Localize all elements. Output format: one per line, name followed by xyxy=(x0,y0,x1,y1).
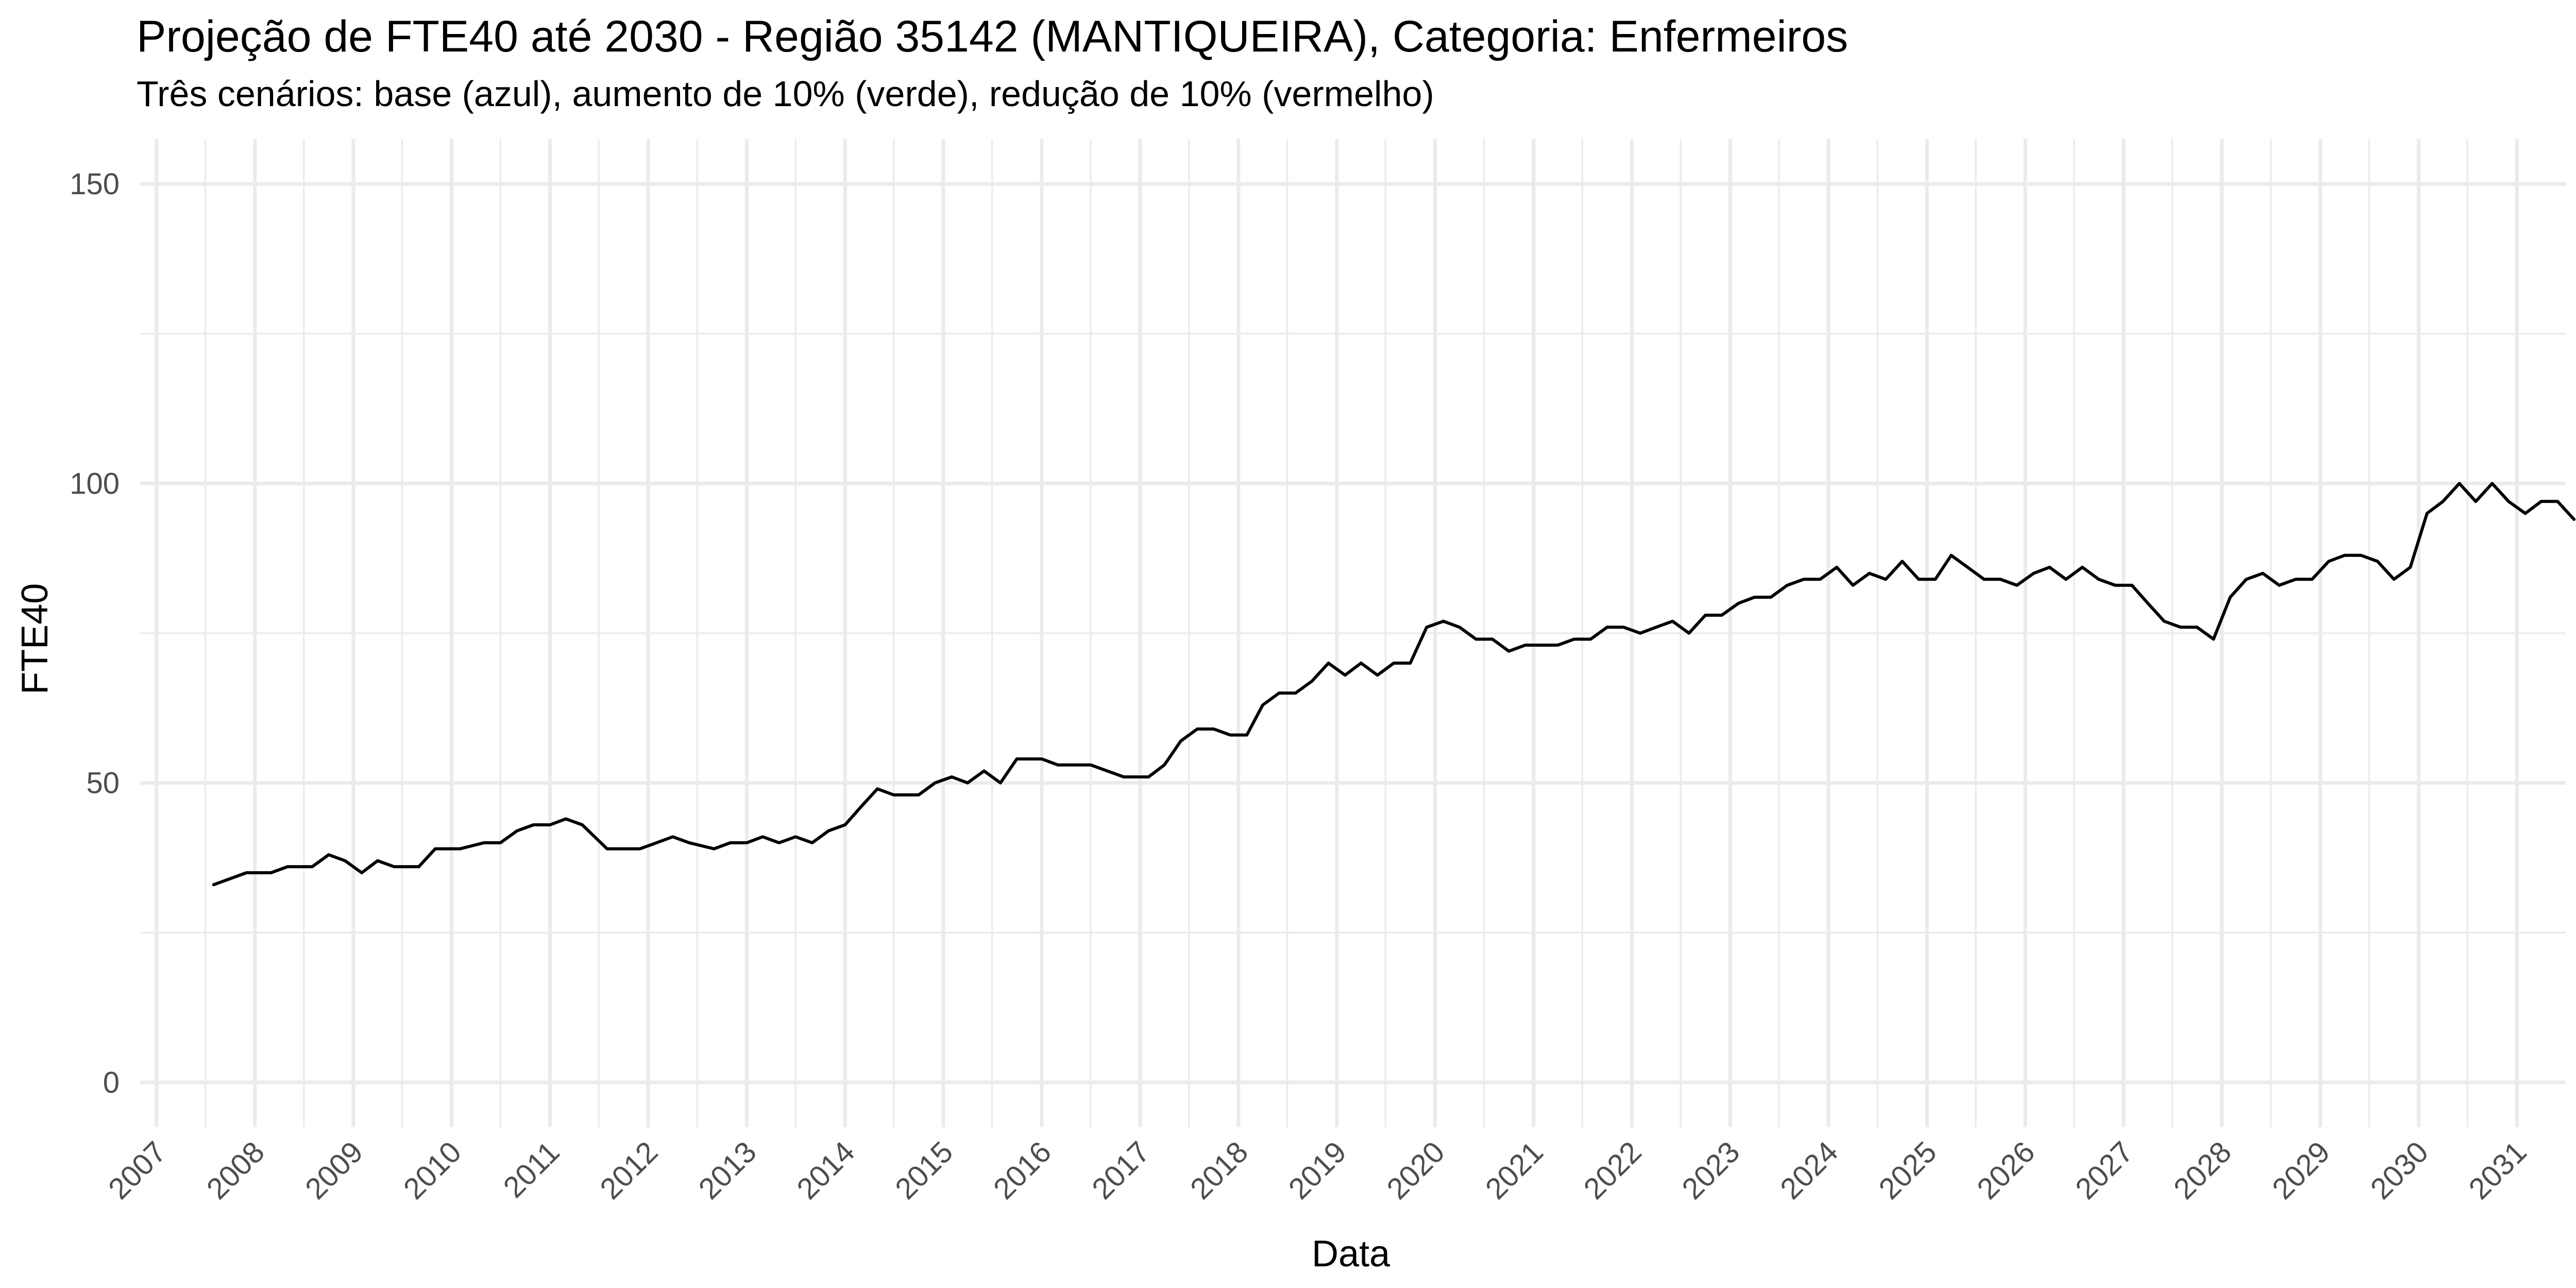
series-line xyxy=(212,482,2576,887)
labels-layer: 2007 2008 2009 2010 2011 2012 2013 2014 2015 2016… xyxy=(70,167,2533,1206)
x-tick-label: 2019 xyxy=(1282,1135,1353,1206)
x-tick-label: 2024 xyxy=(1774,1135,1844,1206)
y-tick-label: 50 xyxy=(86,767,120,800)
x-tick-label: 2028 xyxy=(2167,1135,2238,1206)
chart-subtitle: Três cenários: base (azul), aumento de 1… xyxy=(137,74,1434,114)
x-tick-label: 2027 xyxy=(2069,1135,2140,1206)
y-axis-title: FTE40 xyxy=(14,583,56,694)
x-tick-label: 2017 xyxy=(1086,1135,1156,1206)
x-tick-label: 2031 xyxy=(2462,1135,2533,1206)
x-tick-label: 2021 xyxy=(1479,1135,1550,1206)
x-tick-label: 2011 xyxy=(497,1135,566,1204)
x-tick-label: 2018 xyxy=(1184,1135,1255,1206)
x-tick-label: 2022 xyxy=(1577,1135,1648,1206)
x-tick-label: 2025 xyxy=(1872,1135,1943,1206)
grid-layer xyxy=(140,139,2566,1127)
x-tick-label: 2023 xyxy=(1675,1135,1746,1206)
x-tick-label: 2012 xyxy=(594,1135,664,1206)
y-tick-label: 0 xyxy=(103,1066,120,1099)
x-tick-label: 2015 xyxy=(889,1135,959,1206)
x-tick-label: 2016 xyxy=(987,1135,1058,1206)
y-tick-label: 150 xyxy=(70,167,120,201)
x-tick-label: 2007 xyxy=(102,1135,173,1206)
x-tick-label: 2026 xyxy=(1971,1135,2041,1206)
marks-layer xyxy=(212,482,2576,887)
x-axis-title: Data xyxy=(1312,1233,1391,1275)
x-tick-label: 2029 xyxy=(2266,1135,2336,1206)
chart-title: Projeção de FTE40 até 2030 - Região 3514… xyxy=(137,12,1849,61)
x-tick-label: 2013 xyxy=(692,1135,763,1206)
y-tick-label: 100 xyxy=(70,467,120,500)
x-tick-label: 2020 xyxy=(1380,1135,1451,1206)
x-tick-label: 2009 xyxy=(299,1135,369,1206)
x-tick-label: 2014 xyxy=(790,1135,861,1206)
x-tick-label: 2030 xyxy=(2364,1135,2435,1206)
x-tick-label: 2010 xyxy=(397,1135,468,1206)
x-tick-label: 2008 xyxy=(200,1135,271,1206)
